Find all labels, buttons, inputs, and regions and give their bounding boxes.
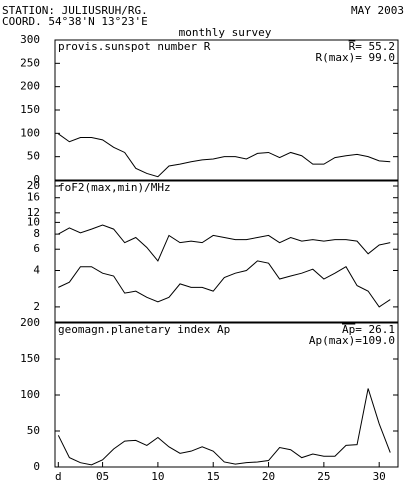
station: STATION: JULIUSRUH/RG. xyxy=(2,4,148,17)
y-tick-label: 20 xyxy=(27,179,40,192)
subtitle: monthly survey xyxy=(179,26,272,39)
y-tick-label: 16 xyxy=(27,191,40,204)
x-tick-label: 30 xyxy=(373,470,386,480)
y-tick-label: 50 xyxy=(27,424,40,437)
y-tick-label: 300 xyxy=(20,33,40,46)
x-tick-label: 05 xyxy=(96,470,109,480)
y-tick-label: 200 xyxy=(20,316,40,329)
y-tick-label: 150 xyxy=(20,352,40,365)
annotation: R= 55.2 xyxy=(349,40,395,53)
y-tick-label: 2 xyxy=(33,300,40,313)
y-tick-label: 50 xyxy=(27,150,40,163)
y-tick-label: 10 xyxy=(27,215,40,228)
panel-title: foF2(max,min)/MHz xyxy=(58,181,171,194)
x-tick-label: 25 xyxy=(317,470,330,480)
panel-title: provis.sunspot number R xyxy=(58,40,211,53)
x-tick-label: 15 xyxy=(207,470,220,480)
date: MAY 2003 xyxy=(351,4,404,17)
panel-title: geomagn.planetary index Ap xyxy=(58,323,230,336)
annotation: Ap= 26.1 xyxy=(342,323,395,336)
y-tick-label: 8 xyxy=(33,227,40,240)
coord: COORD. 54°38'N 13°23'E xyxy=(2,15,148,28)
y-tick-label: 200 xyxy=(20,80,40,93)
annotation: R(max)= 99.0 xyxy=(316,51,395,64)
y-tick-label: 12 xyxy=(27,206,40,219)
data-line xyxy=(58,260,391,308)
data-line xyxy=(57,388,391,466)
y-tick-label: 0 xyxy=(33,460,40,473)
data-line xyxy=(58,133,391,178)
x-tick-label: 10 xyxy=(151,470,164,480)
y-tick-label: 100 xyxy=(20,126,40,139)
y-tick-label: 150 xyxy=(20,103,40,116)
y-tick-label: 4 xyxy=(33,264,40,277)
x-tick-label: d xyxy=(55,470,62,480)
y-tick-label: 100 xyxy=(20,388,40,401)
panel-frame xyxy=(54,180,399,323)
data-line xyxy=(58,224,391,262)
y-tick-label: 250 xyxy=(20,56,40,69)
annotation: Ap(max)=109.0 xyxy=(309,334,395,347)
x-tick-label: 20 xyxy=(262,470,275,480)
y-tick-label: 0 xyxy=(33,173,40,186)
y-tick-label: 6 xyxy=(33,242,40,255)
